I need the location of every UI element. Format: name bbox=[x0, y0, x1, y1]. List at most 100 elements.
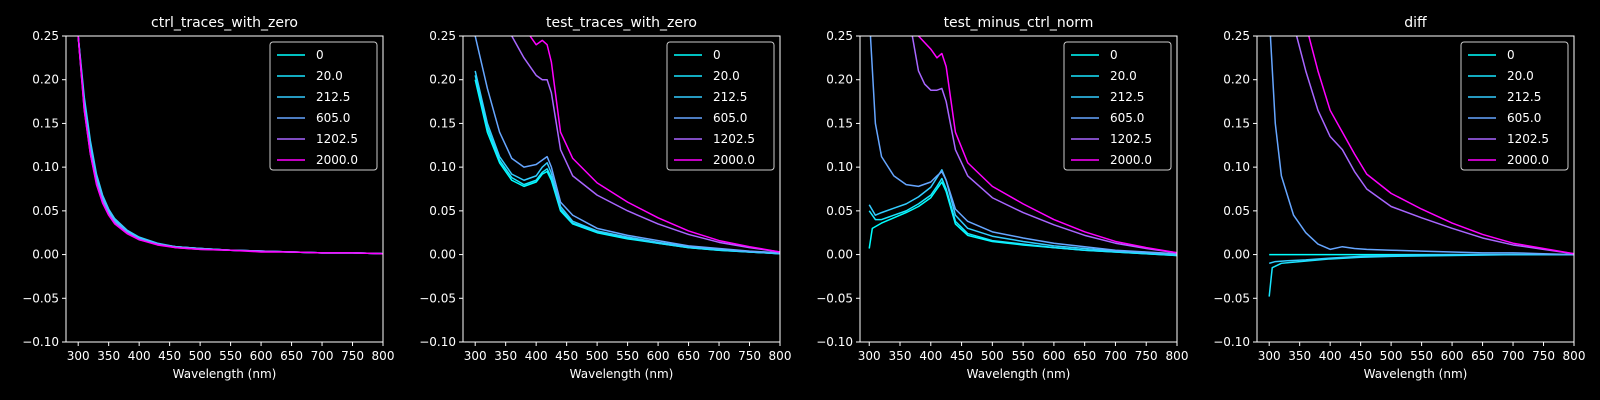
x-tick-label: 800 bbox=[372, 349, 395, 363]
x-tick-label: 450 bbox=[555, 349, 578, 363]
legend-entry: 0 bbox=[1110, 48, 1118, 62]
y-tick-label: −0.05 bbox=[419, 291, 456, 305]
x-tick-label: 700 bbox=[311, 349, 334, 363]
legend-entry: 212.5 bbox=[316, 90, 350, 104]
x-axis-label: Wavelength (nm) bbox=[1364, 367, 1468, 381]
series-line-605.0 bbox=[474, 36, 780, 254]
y-tick-label: 0.25 bbox=[826, 29, 853, 43]
series-line-605.0 bbox=[1269, 36, 1574, 256]
x-tick-label: 750 bbox=[1532, 349, 1555, 363]
x-tick-label: 550 bbox=[616, 349, 639, 363]
legend: 0 20.0 212.5 605.0 1202.5 2000.0 bbox=[269, 41, 378, 171]
y-tick-label: 0.25 bbox=[32, 29, 59, 43]
x-tick-label: 500 bbox=[1380, 349, 1403, 363]
legend-box bbox=[666, 41, 775, 171]
x-tick-label: 550 bbox=[1410, 349, 1433, 363]
x-tick-label: 350 bbox=[889, 349, 912, 363]
legend-box bbox=[1063, 41, 1172, 171]
y-tick-label: 0.15 bbox=[826, 116, 853, 130]
legend-entry: 0 bbox=[1507, 48, 1515, 62]
legend-entry: 605.0 bbox=[1507, 111, 1541, 125]
y-tick-label: 0.25 bbox=[429, 29, 456, 43]
y-tick-label: −0.05 bbox=[1213, 291, 1250, 305]
y-tick-label: 0.05 bbox=[429, 204, 456, 218]
x-tick-label: 400 bbox=[919, 349, 942, 363]
x-tick-label: 300 bbox=[858, 349, 881, 363]
legend-entry: 1202.5 bbox=[713, 132, 755, 146]
legend-entry: 1202.5 bbox=[316, 132, 358, 146]
x-tick-label: 750 bbox=[738, 349, 761, 363]
y-tick-label: 0.15 bbox=[1223, 116, 1250, 130]
legend-entry: 212.5 bbox=[713, 90, 747, 104]
legend-entry: 212.5 bbox=[1110, 90, 1144, 104]
series-line-212.5 bbox=[1268, 253, 1574, 265]
y-tick-label: 0.10 bbox=[429, 160, 456, 174]
legend-entry: 1202.5 bbox=[1110, 132, 1152, 146]
series-line-2000.0 bbox=[917, 36, 1177, 254]
y-tick-label: 0.10 bbox=[826, 160, 853, 174]
y-tick-label: 0.00 bbox=[826, 248, 853, 262]
y-tick-label: 0.20 bbox=[1223, 73, 1250, 87]
legend-entry: 1202.5 bbox=[1507, 132, 1549, 146]
y-tick-label: 0.20 bbox=[429, 73, 456, 87]
x-tick-label: 600 bbox=[250, 349, 273, 363]
series-line-212.5 bbox=[474, 70, 780, 255]
x-tick-label: 500 bbox=[981, 349, 1004, 363]
x-tick-label: 750 bbox=[1135, 349, 1158, 363]
legend-entry: 605.0 bbox=[316, 111, 350, 125]
axes-frame bbox=[462, 35, 781, 343]
x-tick-label: 400 bbox=[1319, 349, 1342, 363]
legend-entry: 605.0 bbox=[713, 111, 747, 125]
y-tick-label: −0.05 bbox=[22, 291, 59, 305]
x-tick-label: 450 bbox=[1349, 349, 1372, 363]
x-tick-label: 550 bbox=[1012, 349, 1035, 363]
y-tick-label: 0.15 bbox=[429, 116, 456, 130]
x-tick-label: 800 bbox=[1166, 349, 1189, 363]
chart-title: test_minus_ctrl_norm bbox=[944, 15, 1094, 31]
x-tick-label: 700 bbox=[708, 349, 731, 363]
x-tick-label: 650 bbox=[1471, 349, 1494, 363]
legend-entry: 212.5 bbox=[1507, 90, 1541, 104]
legend-entry: 20.0 bbox=[713, 69, 740, 83]
x-tick-label: 350 bbox=[1288, 349, 1311, 363]
x-tick-label: 800 bbox=[1563, 349, 1586, 363]
series-line-20.0 bbox=[474, 75, 780, 255]
legend-entry: 605.0 bbox=[1110, 111, 1144, 125]
x-tick-label: 800 bbox=[769, 349, 792, 363]
x-tick-label: 650 bbox=[1073, 349, 1096, 363]
y-tick-label: 0.00 bbox=[429, 248, 456, 262]
x-tick-label: 600 bbox=[647, 349, 670, 363]
series-line-20.0 bbox=[868, 177, 1177, 257]
x-tick-label: 600 bbox=[1441, 349, 1464, 363]
y-tick-label: 0.05 bbox=[32, 204, 59, 218]
series-line-1202.5 bbox=[1295, 36, 1574, 255]
legend-box bbox=[1460, 41, 1569, 171]
y-tick-label: 0.00 bbox=[1223, 248, 1250, 262]
series-line-1202.5 bbox=[511, 36, 780, 253]
series-lines bbox=[77, 36, 383, 255]
legend-entry: 2000.0 bbox=[713, 153, 755, 167]
series-line-2000.0 bbox=[529, 36, 780, 253]
x-tick-label: 300 bbox=[464, 349, 487, 363]
y-tick-label: −0.10 bbox=[22, 335, 59, 349]
legend-entry: 20.0 bbox=[1110, 69, 1137, 83]
series-lines bbox=[1268, 36, 1574, 297]
y-tick-label: −0.10 bbox=[1213, 335, 1250, 349]
x-tick-label: 300 bbox=[67, 349, 90, 363]
y-tick-label: −0.10 bbox=[816, 335, 853, 349]
legend-entry: 2000.0 bbox=[1110, 153, 1152, 167]
x-tick-label: 500 bbox=[586, 349, 609, 363]
legend: 0 20.0 212.5 605.0 1202.5 2000.0 bbox=[1063, 41, 1172, 171]
y-tick-label: 0.15 bbox=[32, 116, 59, 130]
chart-title: diff bbox=[1404, 15, 1427, 31]
x-tick-label: 500 bbox=[189, 349, 212, 363]
y-tick-label: −0.05 bbox=[816, 291, 853, 305]
y-tick-label: 0.20 bbox=[826, 73, 853, 87]
series-lines bbox=[474, 36, 780, 255]
legend-entry: 0 bbox=[316, 48, 324, 62]
chart-panel-3: 300 350 400 450 500 550 600 650 700 750 800 −0.10 −0… bbox=[816, 15, 1188, 381]
legend-entry: 20.0 bbox=[1507, 69, 1534, 83]
legend-entry: 20.0 bbox=[316, 69, 343, 83]
x-tick-label: 700 bbox=[1104, 349, 1127, 363]
